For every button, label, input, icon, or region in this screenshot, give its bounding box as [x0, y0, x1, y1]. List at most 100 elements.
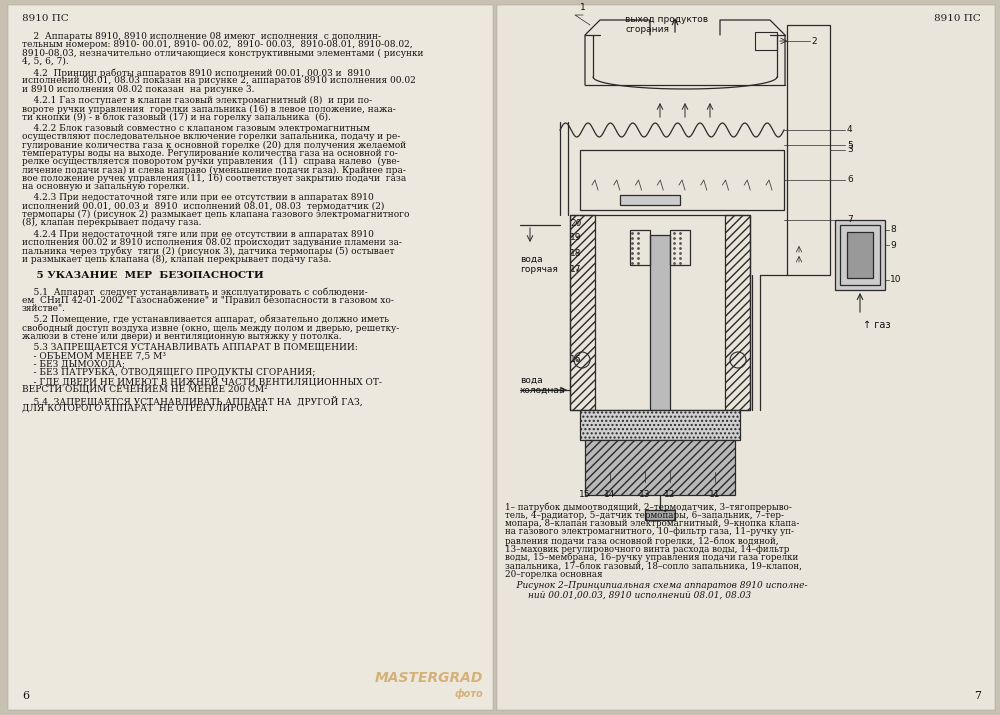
Text: 12: 12	[664, 490, 676, 499]
Text: 4.2  Принцип работы аппаратов 8910 исполнений 00.01, 00.03 и  8910: 4.2 Принцип работы аппаратов 8910 исполн…	[22, 68, 370, 78]
Text: 20–горелка основная: 20–горелка основная	[505, 570, 603, 579]
Text: 7: 7	[974, 691, 981, 701]
Text: - ГДЕ ДВЕРИ НЕ ИМЕЮТ В НИЖНЕЙ ЧАСТИ ВЕНТИЛЯЦИОННЫХ ОТ-: - ГДЕ ДВЕРИ НЕ ИМЕЮТ В НИЖНЕЙ ЧАСТИ ВЕНТ…	[22, 376, 382, 387]
Bar	[725, 215, 750, 410]
Bar	[755, 32, 777, 50]
Bar	[570, 215, 595, 410]
Text: релке осуществляется поворотом ручки управления  (11)  справа налево  (уве-: релке осуществляется поворотом ручки упр…	[22, 157, 400, 167]
Text: жалюзи в стене или двери) и вентиляционную вытяжку у потолка.: жалюзи в стене или двери) и вентиляционн…	[22, 332, 342, 341]
Text: запальника, 17–блок газовый, 18–сопло запальника, 19–клапон,: запальника, 17–блок газовый, 18–сопло за…	[505, 561, 802, 571]
Text: вороте ручки управления  горелки запальника (16) в левое положение, нажа-: вороте ручки управления горелки запальни…	[22, 104, 396, 114]
Text: тельным номером: 8910- 00.01, 8910- 00.02,  8910- 00.03,  8910-08.01, 8910-08.02: тельным номером: 8910- 00.01, 8910- 00.0…	[22, 40, 413, 49]
Bar	[787, 25, 830, 275]
Text: ем  СНиП 42-01-2002 "Газоснабжение" и "Правил безопасности в газовом хо-: ем СНиП 42-01-2002 "Газоснабжение" и "Пр…	[22, 295, 394, 305]
Text: 8910 ПС: 8910 ПС	[934, 14, 981, 23]
Text: 1: 1	[580, 3, 586, 12]
Text: ДЛЯ КОТОРОГО АППАРАТ  НЕ ОТРЕГУЛИРОВАН.: ДЛЯ КОТОРОГО АППАРАТ НЕ ОТРЕГУЛИРОВАН.	[22, 404, 268, 413]
Text: 3: 3	[847, 145, 853, 154]
Text: 6: 6	[847, 175, 853, 184]
Bar	[835, 220, 885, 290]
Text: 5.2 Помещение, где устанавливается аппарат, обязательно должно иметь: 5.2 Помещение, где устанавливается аппар…	[22, 315, 389, 325]
Text: пальника через трубку  тяги (2) (рисунок 3), датчика термопары (5) остывает: пальника через трубку тяги (2) (рисунок …	[22, 246, 394, 256]
Text: Рисунок 2–Принципиальная схема аппаратов 8910 исполне-: Рисунок 2–Принципиальная схема аппаратов…	[505, 581, 808, 591]
Text: ний 00.01,00.03, 8910 исполнений 08.01, 08.03: ний 00.01,00.03, 8910 исполнений 08.01, …	[505, 591, 751, 599]
Text: (8), клапан перекрывает подачу газа.: (8), клапан перекрывает подачу газа.	[22, 218, 202, 227]
Text: термопары (7) (рисунок 2) размыкает цепь клапана газового электромагнитного: термопары (7) (рисунок 2) размыкает цепь…	[22, 210, 410, 219]
Text: 15: 15	[579, 490, 591, 499]
Text: зяйстве".: зяйстве".	[22, 304, 66, 312]
Text: 16: 16	[570, 355, 582, 365]
Text: и размыкает цепь клапана (8), клапан перекрывает подачу газа.: и размыкает цепь клапана (8), клапан пер…	[22, 255, 331, 264]
Text: температуры воды на выходе. Регулирование количества газа на основной го-: температуры воды на выходе. Регулировани…	[22, 149, 398, 158]
Text: 13–маховик регулировочного винта расхода воды, 14–фильтр: 13–маховик регулировочного винта расхода…	[505, 545, 789, 553]
Text: 5.4  ЗАПРЕЩАЕТСЯ УСТАНАВЛИВАТЬ АППАРАТ НА  ДРУГОЙ ГАЗ,: 5.4 ЗАПРЕЩАЕТСЯ УСТАНАВЛИВАТЬ АППАРАТ НА…	[22, 395, 363, 406]
Text: воды, 15–мембрана, 16–ручку управления подачи газа горелки: воды, 15–мембрана, 16–ручку управления п…	[505, 553, 798, 563]
Text: 4.2.3 При недостаточной тяге или при ее отсутствии в аппаратах 8910: 4.2.3 При недостаточной тяге или при ее …	[22, 193, 374, 202]
Text: 20: 20	[570, 219, 581, 227]
Text: исполнений 08.01, 08.03 показан на рисунке 2, аппаратов 8910 исполнения 00.02: исполнений 08.01, 08.03 показан на рисун…	[22, 77, 416, 86]
Text: 18: 18	[570, 249, 582, 257]
Text: 4: 4	[847, 126, 853, 134]
Text: 2  Аппараты 8910, 8910 исполнение 08 имеют  исполнения  с дополнин-: 2 Аппараты 8910, 8910 исполнение 08 имею…	[22, 32, 381, 41]
Text: 4, 5, 6, 7).: 4, 5, 6, 7).	[22, 57, 69, 66]
Text: - ОБЪЕМОМ МЕНЕЕ 7,5 М³: - ОБЪЕМОМ МЕНЕЕ 7,5 М³	[22, 351, 166, 360]
Text: 5 УКАЗАНИЕ  МЕР  БЕЗОПАСНОСТИ: 5 УКАЗАНИЕ МЕР БЕЗОПАСНОСТИ	[22, 271, 264, 280]
Text: MASTERGRAD: MASTERGRAD	[375, 671, 483, 685]
Text: 8: 8	[890, 225, 896, 235]
Text: и 8910 исполнения 08.02 показан  на рисунке 3.: и 8910 исполнения 08.02 показан на рисун…	[22, 85, 254, 94]
Bar	[585, 440, 735, 495]
Bar	[840, 225, 880, 285]
Text: гулирование количества газа к основной горелке (20) для получения желаемой: гулирование количества газа к основной г…	[22, 141, 406, 149]
Text: - БЕЗ ПАТРУБКА, ОТВОДЯЩЕГО ПРОДУКТЫ СГОРАНИЯ;: - БЕЗ ПАТРУБКА, ОТВОДЯЩЕГО ПРОДУКТЫ СГОР…	[22, 368, 315, 377]
Bar	[645, 510, 675, 520]
Text: тель, 4–радиатор, 5–датчик термопары, 6–запальник, 7–тер-: тель, 4–радиатор, 5–датчик термопары, 6–…	[505, 511, 784, 520]
Text: осуществляют последовательное включение горелки запальника, подачу и ре-: осуществляют последовательное включение …	[22, 132, 400, 142]
Text: 8910-08.03, незначительно отличающиеся конструктивными элементами ( рисунки: 8910-08.03, незначительно отличающиеся к…	[22, 49, 424, 58]
Text: 11: 11	[709, 490, 721, 499]
Bar	[580, 150, 784, 210]
Bar	[570, 215, 750, 410]
Text: 14: 14	[604, 490, 616, 499]
Text: на газового электромагнитного, 10–фильтр газа, 11–ручку уп-: на газового электромагнитного, 10–фильтр…	[505, 528, 794, 536]
Text: 5.1  Аппарат  следует устанавливать и эксплуатировать с соблюдени-: 5.1 Аппарат следует устанавливать и эксп…	[22, 287, 368, 297]
Text: мопара, 8–клапан газовый электромагнитный, 9–кнопка клапа-: мопара, 8–клапан газовый электромагнитны…	[505, 519, 799, 528]
Text: 13: 13	[639, 490, 651, 499]
Text: фото: фото	[454, 689, 483, 699]
Text: ВЕРСТИ ОБЩИМ СЕЧЕНИЕМ НЕ МЕНЕЕ 200 СМ²: ВЕРСТИ ОБЩИМ СЕЧЕНИЕМ НЕ МЕНЕЕ 200 СМ²	[22, 385, 268, 393]
Text: выход продуктов
сгорания: выход продуктов сгорания	[625, 15, 708, 34]
Text: 8910 ПС: 8910 ПС	[22, 14, 69, 23]
Text: 5: 5	[847, 141, 853, 149]
Text: 5.3 ЗАПРЕЩАЕТСЯ УСТАНАВЛИВАТЬ АППАРАТ В ПОМЕЩЕНИИ:: 5.3 ЗАПРЕЩАЕТСЯ УСТАНАВЛИВАТЬ АППАРАТ В …	[22, 343, 358, 352]
Text: на основную и запальную горелки.: на основную и запальную горелки.	[22, 182, 190, 191]
Bar	[8, 5, 493, 710]
Text: исполнений 00.01, 00.03 и  8910  исполнений 08.01, 08.03  термодатчик (2): исполнений 00.01, 00.03 и 8910 исполнени…	[22, 202, 384, 211]
Text: 6: 6	[22, 691, 29, 701]
Text: 2: 2	[811, 36, 817, 46]
Text: вода
холодная: вода холодная	[520, 375, 565, 395]
Text: 19: 19	[570, 232, 582, 242]
Bar	[650, 235, 670, 410]
Text: ↑ газ: ↑ газ	[863, 320, 891, 330]
Text: 17: 17	[570, 265, 582, 275]
Text: равления подачи газа основной горелки, 12–блок водяной,: равления подачи газа основной горелки, 1…	[505, 536, 779, 546]
Text: 1– патрубок дымоотводящий, 2–термодатчик, 3–тягопрерыво-: 1– патрубок дымоотводящий, 2–термодатчик…	[505, 502, 792, 511]
Bar	[670, 230, 690, 265]
Text: исполнения 00.02 и 8910 исполнения 08.02 происходит задувание пламени за-: исполнения 00.02 и 8910 исполнения 08.02…	[22, 238, 402, 247]
Bar	[620, 195, 680, 205]
Text: 10: 10	[890, 275, 902, 285]
Text: вое положение ручек управления (11, 16) соответствует закрытию подачи  газа: вое положение ручек управления (11, 16) …	[22, 174, 406, 183]
Bar	[497, 5, 995, 710]
Text: 4.2.2 Блок газовый совместно с клапаном газовым электромагнитным: 4.2.2 Блок газовый совместно с клапаном …	[22, 124, 370, 133]
Bar	[630, 230, 650, 265]
Bar	[847, 232, 873, 278]
Text: 4.2.4 При недостаточной тяге или при ее отсутствии в аппаратах 8910: 4.2.4 При недостаточной тяге или при ее …	[22, 230, 374, 239]
Text: 7: 7	[847, 215, 853, 225]
Bar	[580, 410, 740, 440]
Text: вода
горячая: вода горячая	[520, 255, 558, 275]
Text: личение подачи газа) и слева направо (уменьшение подачи газа). Крайнее пра-: личение подачи газа) и слева направо (ум…	[22, 165, 406, 174]
Text: свободный доступ воздуха извне (окно, щель между полом и дверью, решетку-: свободный доступ воздуха извне (окно, ще…	[22, 323, 399, 332]
Text: 4.2.1 Газ поступает в клапан газовый электромагнитный (8)  и при по-: 4.2.1 Газ поступает в клапан газовый эле…	[22, 96, 372, 105]
Text: ти кнопки (9) - в блок газовый (17) и на горелку запальника  (6).: ти кнопки (9) - в блок газовый (17) и на…	[22, 113, 331, 122]
Text: 9: 9	[890, 240, 896, 250]
Text: - БЕЗ ДЫМОХОДА;: - БЕЗ ДЫМОХОДА;	[22, 360, 125, 368]
